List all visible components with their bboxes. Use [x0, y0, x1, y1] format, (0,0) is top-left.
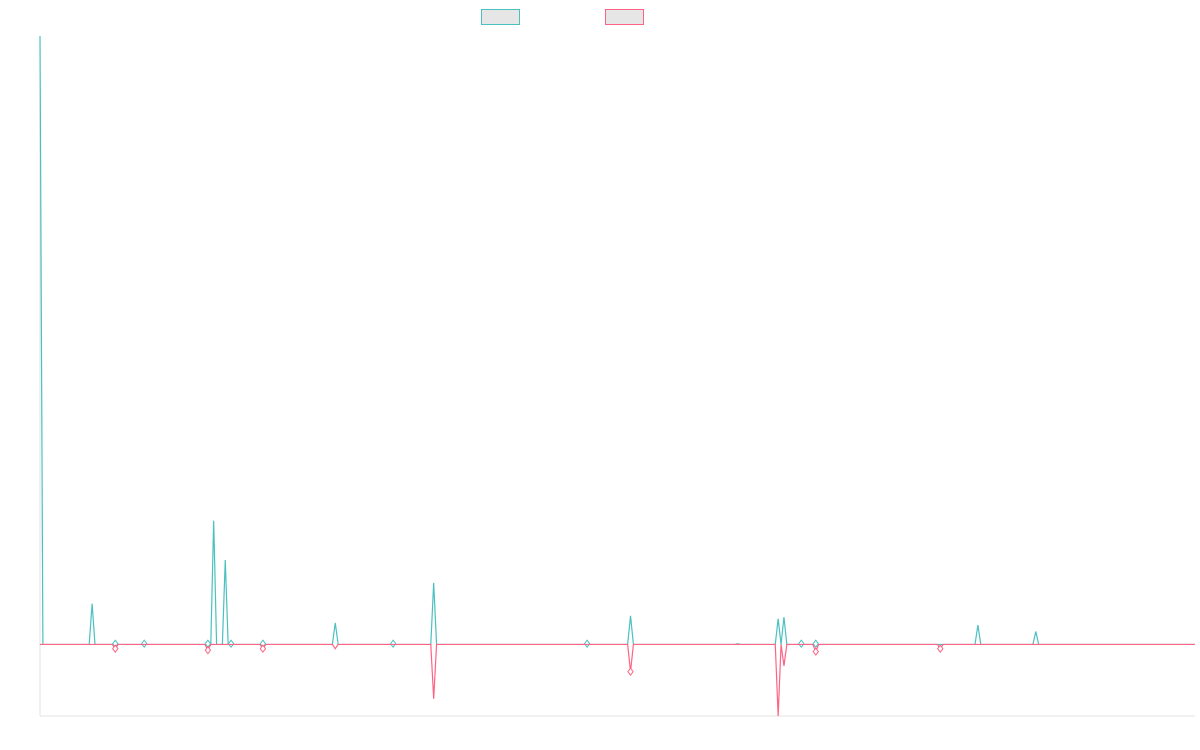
series-2-point [812, 647, 820, 656]
series-1-point [812, 639, 820, 649]
series-2-point [937, 644, 944, 654]
series-2-point [112, 644, 119, 654]
series-2-point [204, 645, 212, 655]
series-1-point [227, 639, 235, 649]
series-1-point [583, 639, 591, 649]
legend-swatch-series-2[interactable] [605, 9, 644, 25]
series-1-line [39, 35, 1195, 646]
series-1-point [389, 639, 397, 649]
series-1-point [798, 639, 805, 649]
series-1-point [140, 639, 148, 649]
series-2-line [40, 643, 1195, 717]
series-2-point [627, 667, 634, 676]
legend-swatch-series-1[interactable] [481, 9, 520, 25]
series-2-point [259, 644, 267, 654]
